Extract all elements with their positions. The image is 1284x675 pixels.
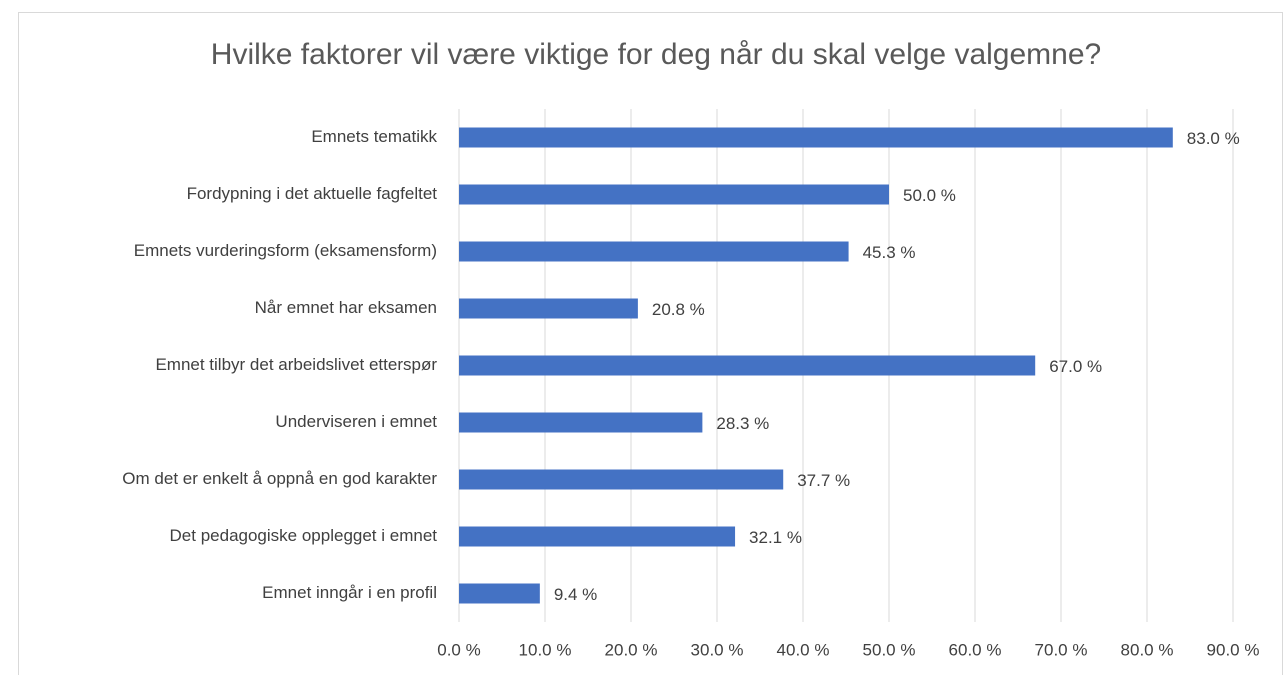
x-tick-label: 0.0 % bbox=[437, 640, 480, 659]
x-tick-label: 50.0 % bbox=[863, 640, 916, 659]
bar bbox=[459, 469, 784, 490]
y-tick-label: Fordypning i det aktuelle fagfeltet bbox=[187, 184, 438, 203]
data-label: 37.7 % bbox=[797, 471, 850, 490]
bar bbox=[459, 412, 703, 433]
x-tick-label: 70.0 % bbox=[1035, 640, 1088, 659]
x-tick-label: 10.0 % bbox=[519, 640, 572, 659]
x-tick-label: 30.0 % bbox=[691, 640, 744, 659]
data-label: 45.3 % bbox=[863, 243, 916, 262]
bar bbox=[459, 526, 736, 547]
data-label: 9.4 % bbox=[554, 585, 597, 604]
x-tick-label: 20.0 % bbox=[605, 640, 658, 659]
x-tick-label: 40.0 % bbox=[777, 640, 830, 659]
bar bbox=[459, 355, 1036, 376]
x-tick-label: 90.0 % bbox=[1207, 640, 1260, 659]
chart-frame bbox=[18, 12, 1283, 675]
y-tick-label: Når emnet har eksamen bbox=[255, 298, 437, 317]
x-tick-label: 60.0 % bbox=[949, 640, 1002, 659]
y-tick-label: Det pedagogiske opplegget i emnet bbox=[170, 526, 438, 545]
bar bbox=[459, 298, 638, 319]
bar bbox=[459, 184, 889, 205]
data-label: 67.0 % bbox=[1049, 357, 1102, 376]
y-tick-label: Emnet inngår i en profil bbox=[262, 583, 437, 602]
y-tick-label: Emnets tematikk bbox=[311, 127, 437, 146]
y-tick-label: Emnets vurderingsform (eksamensform) bbox=[134, 241, 437, 260]
x-tick-label: 80.0 % bbox=[1121, 640, 1174, 659]
data-label: 83.0 % bbox=[1187, 129, 1240, 148]
data-label: 20.8 % bbox=[652, 300, 705, 319]
bar bbox=[459, 241, 849, 262]
data-label: 28.3 % bbox=[716, 414, 769, 433]
data-label: 32.1 % bbox=[749, 528, 802, 547]
bar bbox=[459, 583, 540, 604]
y-tick-label: Emnet tilbyr det arbeidslivet etterspør bbox=[155, 355, 437, 374]
chart-title: Hvilke faktorer vil være viktige for deg… bbox=[211, 38, 1101, 71]
y-tick-label: Underviseren i emnet bbox=[275, 412, 437, 431]
data-label: 50.0 % bbox=[903, 186, 956, 205]
bar bbox=[459, 127, 1173, 148]
y-tick-label: Om det er enkelt å oppnå en god karakter bbox=[122, 469, 437, 488]
